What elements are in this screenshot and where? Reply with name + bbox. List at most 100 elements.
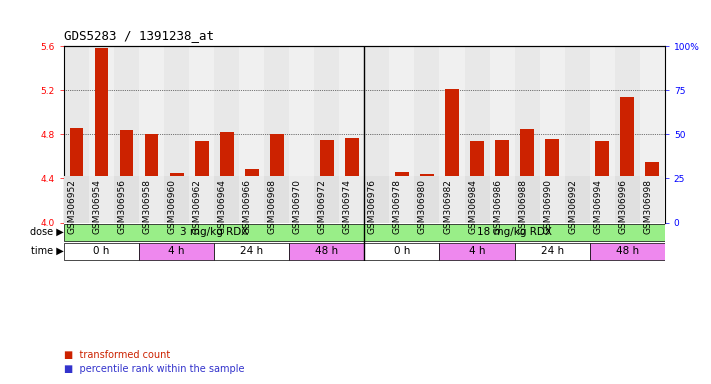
Text: GSM306964: GSM306964 <box>218 179 227 233</box>
Bar <box>464 177 490 223</box>
Bar <box>546 185 558 189</box>
Text: 0 h: 0 h <box>394 246 410 256</box>
Bar <box>540 46 565 223</box>
Bar <box>446 185 458 189</box>
Bar <box>565 46 589 223</box>
Text: GSM306978: GSM306978 <box>393 179 402 234</box>
Text: GSM306972: GSM306972 <box>318 179 327 233</box>
Text: dose ▶: dose ▶ <box>30 227 63 237</box>
Text: 4 h: 4 h <box>169 246 185 256</box>
Bar <box>439 46 464 223</box>
Bar <box>196 185 208 189</box>
Bar <box>239 177 264 223</box>
Bar <box>164 46 189 223</box>
Text: GSM306994: GSM306994 <box>593 179 602 233</box>
Text: GSM306974: GSM306974 <box>343 179 352 233</box>
Bar <box>320 140 333 223</box>
Text: GSM306998: GSM306998 <box>643 179 652 234</box>
Bar <box>146 185 157 189</box>
Text: GSM306970: GSM306970 <box>293 179 301 234</box>
Text: GSM306988: GSM306988 <box>518 179 527 234</box>
Text: 48 h: 48 h <box>315 246 338 256</box>
Bar <box>89 177 114 223</box>
Bar <box>371 185 383 189</box>
Text: GSM306984: GSM306984 <box>468 179 477 233</box>
Bar <box>421 185 433 189</box>
Bar <box>221 185 232 189</box>
Text: GSM306982: GSM306982 <box>443 179 452 233</box>
Bar <box>339 46 364 223</box>
Bar <box>646 162 659 223</box>
Bar <box>245 169 259 223</box>
Bar <box>515 46 540 223</box>
Text: GDS5283 / 1391238_at: GDS5283 / 1391238_at <box>64 29 214 42</box>
Bar <box>314 46 339 223</box>
Text: GSM306986: GSM306986 <box>493 179 502 234</box>
Text: GSM306976: GSM306976 <box>368 179 377 234</box>
Bar <box>114 46 139 223</box>
Bar <box>640 46 665 223</box>
Bar <box>595 141 609 223</box>
Bar <box>89 46 114 223</box>
Text: 18 mg/kg RDX: 18 mg/kg RDX <box>477 227 552 237</box>
Bar <box>396 185 408 189</box>
Bar <box>314 177 339 223</box>
Bar <box>439 177 464 223</box>
Bar <box>496 185 508 189</box>
Text: 3 mg/kg RDX: 3 mg/kg RDX <box>180 227 248 237</box>
Bar <box>321 185 333 189</box>
Text: 48 h: 48 h <box>616 246 638 256</box>
Text: 4 h: 4 h <box>469 246 486 256</box>
Bar <box>589 46 615 223</box>
Bar <box>545 139 559 223</box>
Bar <box>439 243 515 260</box>
Bar <box>390 46 415 223</box>
Bar <box>289 46 314 223</box>
Bar <box>139 177 164 223</box>
Bar <box>464 46 490 223</box>
Bar <box>289 177 314 223</box>
Bar <box>345 137 359 223</box>
Text: GSM306952: GSM306952 <box>68 179 77 233</box>
Text: 0 h: 0 h <box>93 246 109 256</box>
Bar <box>95 48 108 223</box>
Bar <box>189 177 214 223</box>
Text: GSM306958: GSM306958 <box>143 179 151 234</box>
Bar <box>114 177 139 223</box>
Bar <box>64 46 89 223</box>
Bar <box>490 46 515 223</box>
Bar <box>365 223 665 241</box>
Text: GSM306968: GSM306968 <box>268 179 277 234</box>
Text: time ▶: time ▶ <box>31 246 63 256</box>
Bar <box>490 177 515 223</box>
Bar <box>515 243 589 260</box>
Bar <box>415 46 439 223</box>
Bar <box>139 243 214 260</box>
Bar <box>365 46 390 223</box>
Bar <box>615 46 640 223</box>
Bar <box>589 243 665 260</box>
Bar <box>145 134 159 223</box>
Text: 24 h: 24 h <box>540 246 564 256</box>
Bar <box>214 46 239 223</box>
Bar <box>640 177 665 223</box>
Bar <box>339 177 364 223</box>
Text: GSM306992: GSM306992 <box>568 179 577 233</box>
Bar <box>139 46 164 223</box>
Bar <box>271 185 283 189</box>
Bar <box>495 140 509 223</box>
Text: GSM306954: GSM306954 <box>92 179 102 233</box>
Bar <box>346 185 358 189</box>
Bar <box>264 177 289 223</box>
Text: GSM306990: GSM306990 <box>543 179 552 234</box>
Bar <box>395 172 409 223</box>
Bar <box>521 185 533 189</box>
Bar <box>621 97 634 223</box>
Bar <box>370 180 384 223</box>
Bar <box>195 141 208 223</box>
Bar <box>470 141 484 223</box>
Text: GSM306996: GSM306996 <box>619 179 627 234</box>
Bar <box>365 243 439 260</box>
Text: GSM306956: GSM306956 <box>117 179 127 234</box>
Bar <box>295 179 309 223</box>
